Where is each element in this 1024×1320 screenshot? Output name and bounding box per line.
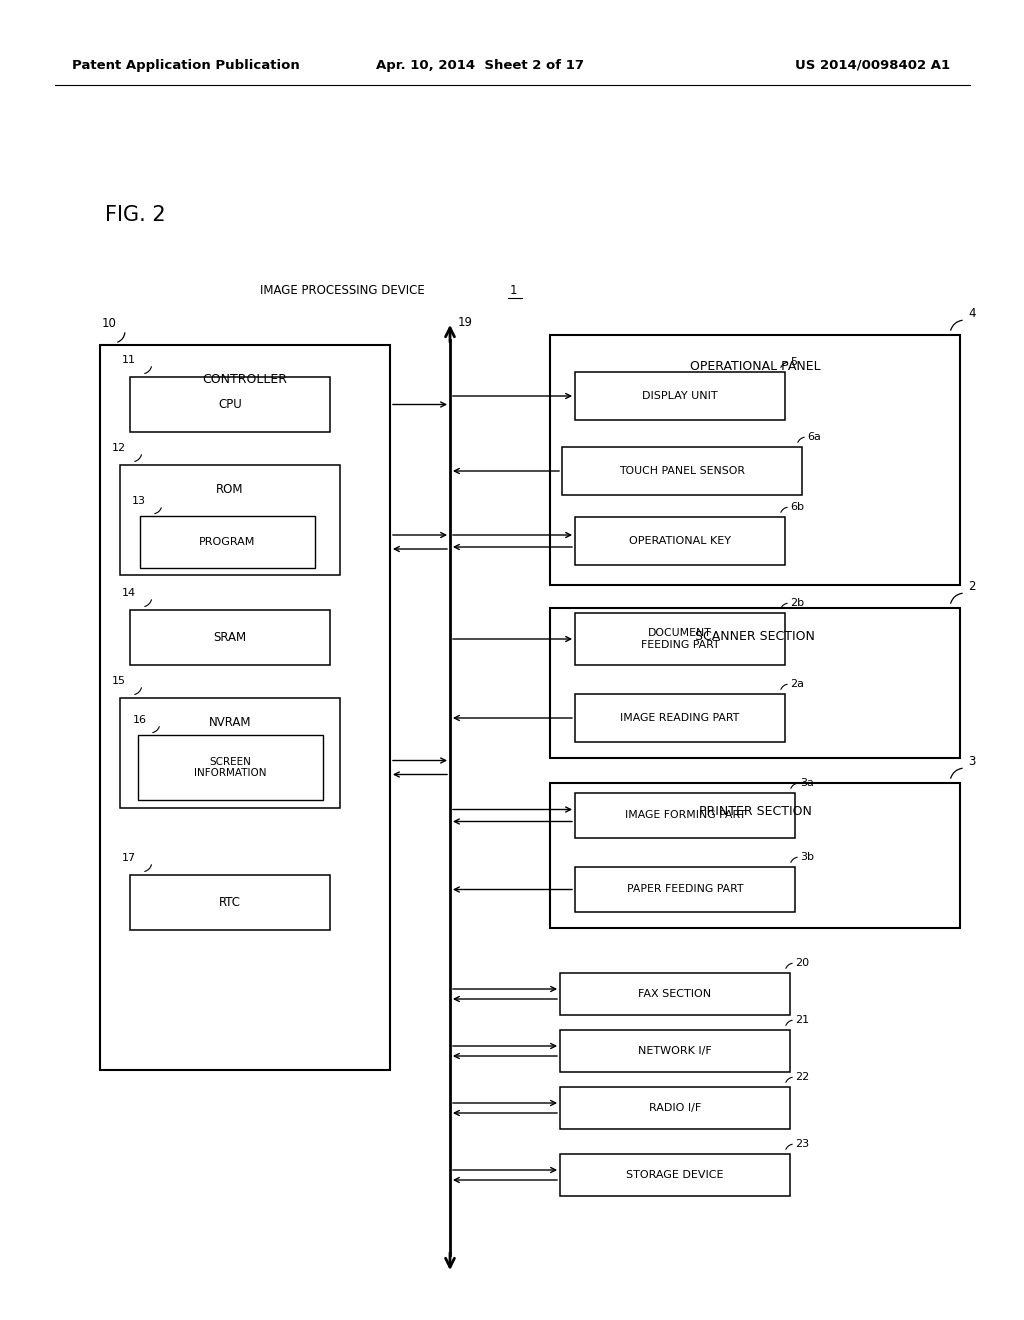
Bar — [100, 345, 390, 1071]
Text: 12: 12 — [112, 444, 126, 453]
Text: 1: 1 — [510, 284, 517, 297]
Text: 11: 11 — [122, 355, 136, 366]
Text: 6b: 6b — [790, 502, 804, 512]
Bar — [550, 335, 961, 585]
Bar — [130, 875, 330, 931]
Text: SRAM: SRAM — [213, 631, 247, 644]
Bar — [575, 867, 795, 912]
Text: 6a: 6a — [807, 432, 821, 442]
Text: 2: 2 — [968, 579, 976, 593]
Text: IMAGE READING PART: IMAGE READING PART — [621, 713, 739, 723]
Text: STORAGE DEVICE: STORAGE DEVICE — [627, 1170, 724, 1180]
Text: PAPER FEEDING PART: PAPER FEEDING PART — [627, 884, 743, 895]
Text: RADIO I/F: RADIO I/F — [649, 1104, 701, 1113]
Text: 23: 23 — [795, 1139, 809, 1148]
Text: CPU: CPU — [218, 399, 242, 411]
Text: TOUCH PANEL SENSOR: TOUCH PANEL SENSOR — [618, 466, 745, 477]
Text: 3b: 3b — [800, 851, 814, 862]
Text: ROM: ROM — [216, 483, 244, 496]
Text: 3: 3 — [968, 755, 976, 768]
Bar — [560, 1154, 790, 1196]
Bar — [138, 735, 323, 800]
Bar — [560, 1086, 790, 1129]
Text: 14: 14 — [122, 587, 136, 598]
Bar — [120, 465, 340, 576]
Text: NETWORK I/F: NETWORK I/F — [638, 1045, 712, 1056]
Bar — [550, 609, 961, 758]
Bar — [560, 973, 790, 1015]
Text: DOCUMENT
FEEDING PART: DOCUMENT FEEDING PART — [641, 628, 719, 649]
Text: 10: 10 — [102, 317, 117, 330]
Text: 21: 21 — [795, 1015, 809, 1026]
Text: US 2014/0098402 A1: US 2014/0098402 A1 — [795, 58, 950, 71]
Text: OPERATIONAL KEY: OPERATIONAL KEY — [629, 536, 731, 546]
Text: FIG. 2: FIG. 2 — [105, 205, 166, 224]
Text: IMAGE PROCESSING DEVICE: IMAGE PROCESSING DEVICE — [260, 284, 425, 297]
Text: 19: 19 — [458, 315, 473, 329]
Text: 20: 20 — [795, 958, 809, 968]
Bar — [575, 793, 795, 838]
Text: Patent Application Publication: Patent Application Publication — [72, 58, 300, 71]
Text: NVRAM: NVRAM — [209, 715, 251, 729]
Text: 15: 15 — [112, 676, 126, 686]
Bar — [120, 698, 340, 808]
Text: 16: 16 — [133, 715, 147, 725]
Bar — [130, 378, 330, 432]
Bar — [575, 612, 785, 665]
Bar — [575, 694, 785, 742]
Text: IMAGE FORMING PART: IMAGE FORMING PART — [625, 810, 745, 821]
Bar — [562, 447, 802, 495]
Text: RTC: RTC — [219, 896, 241, 909]
Bar — [550, 783, 961, 928]
Text: Apr. 10, 2014  Sheet 2 of 17: Apr. 10, 2014 Sheet 2 of 17 — [376, 58, 584, 71]
Text: SCREEN
INFORMATION: SCREEN INFORMATION — [195, 756, 266, 779]
Text: SCANNER SECTION: SCANNER SECTION — [695, 630, 815, 643]
Text: 22: 22 — [795, 1072, 809, 1082]
Text: PRINTER SECTION: PRINTER SECTION — [698, 805, 811, 818]
Bar — [575, 517, 785, 565]
Text: 2a: 2a — [790, 678, 804, 689]
Text: 17: 17 — [122, 853, 136, 863]
Text: FAX SECTION: FAX SECTION — [638, 989, 712, 999]
Bar — [575, 372, 785, 420]
Text: OPERATIONAL PANEL: OPERATIONAL PANEL — [690, 360, 820, 374]
Text: 13: 13 — [132, 496, 146, 506]
Bar — [130, 610, 330, 665]
Text: 5: 5 — [790, 356, 797, 367]
Text: 4: 4 — [968, 308, 976, 319]
Text: DISPLAY UNIT: DISPLAY UNIT — [642, 391, 718, 401]
Text: 2b: 2b — [790, 598, 804, 609]
Bar — [140, 516, 315, 568]
Text: PROGRAM: PROGRAM — [200, 537, 256, 546]
Text: 3a: 3a — [800, 777, 814, 788]
Text: CONTROLLER: CONTROLLER — [203, 374, 288, 385]
Bar — [560, 1030, 790, 1072]
